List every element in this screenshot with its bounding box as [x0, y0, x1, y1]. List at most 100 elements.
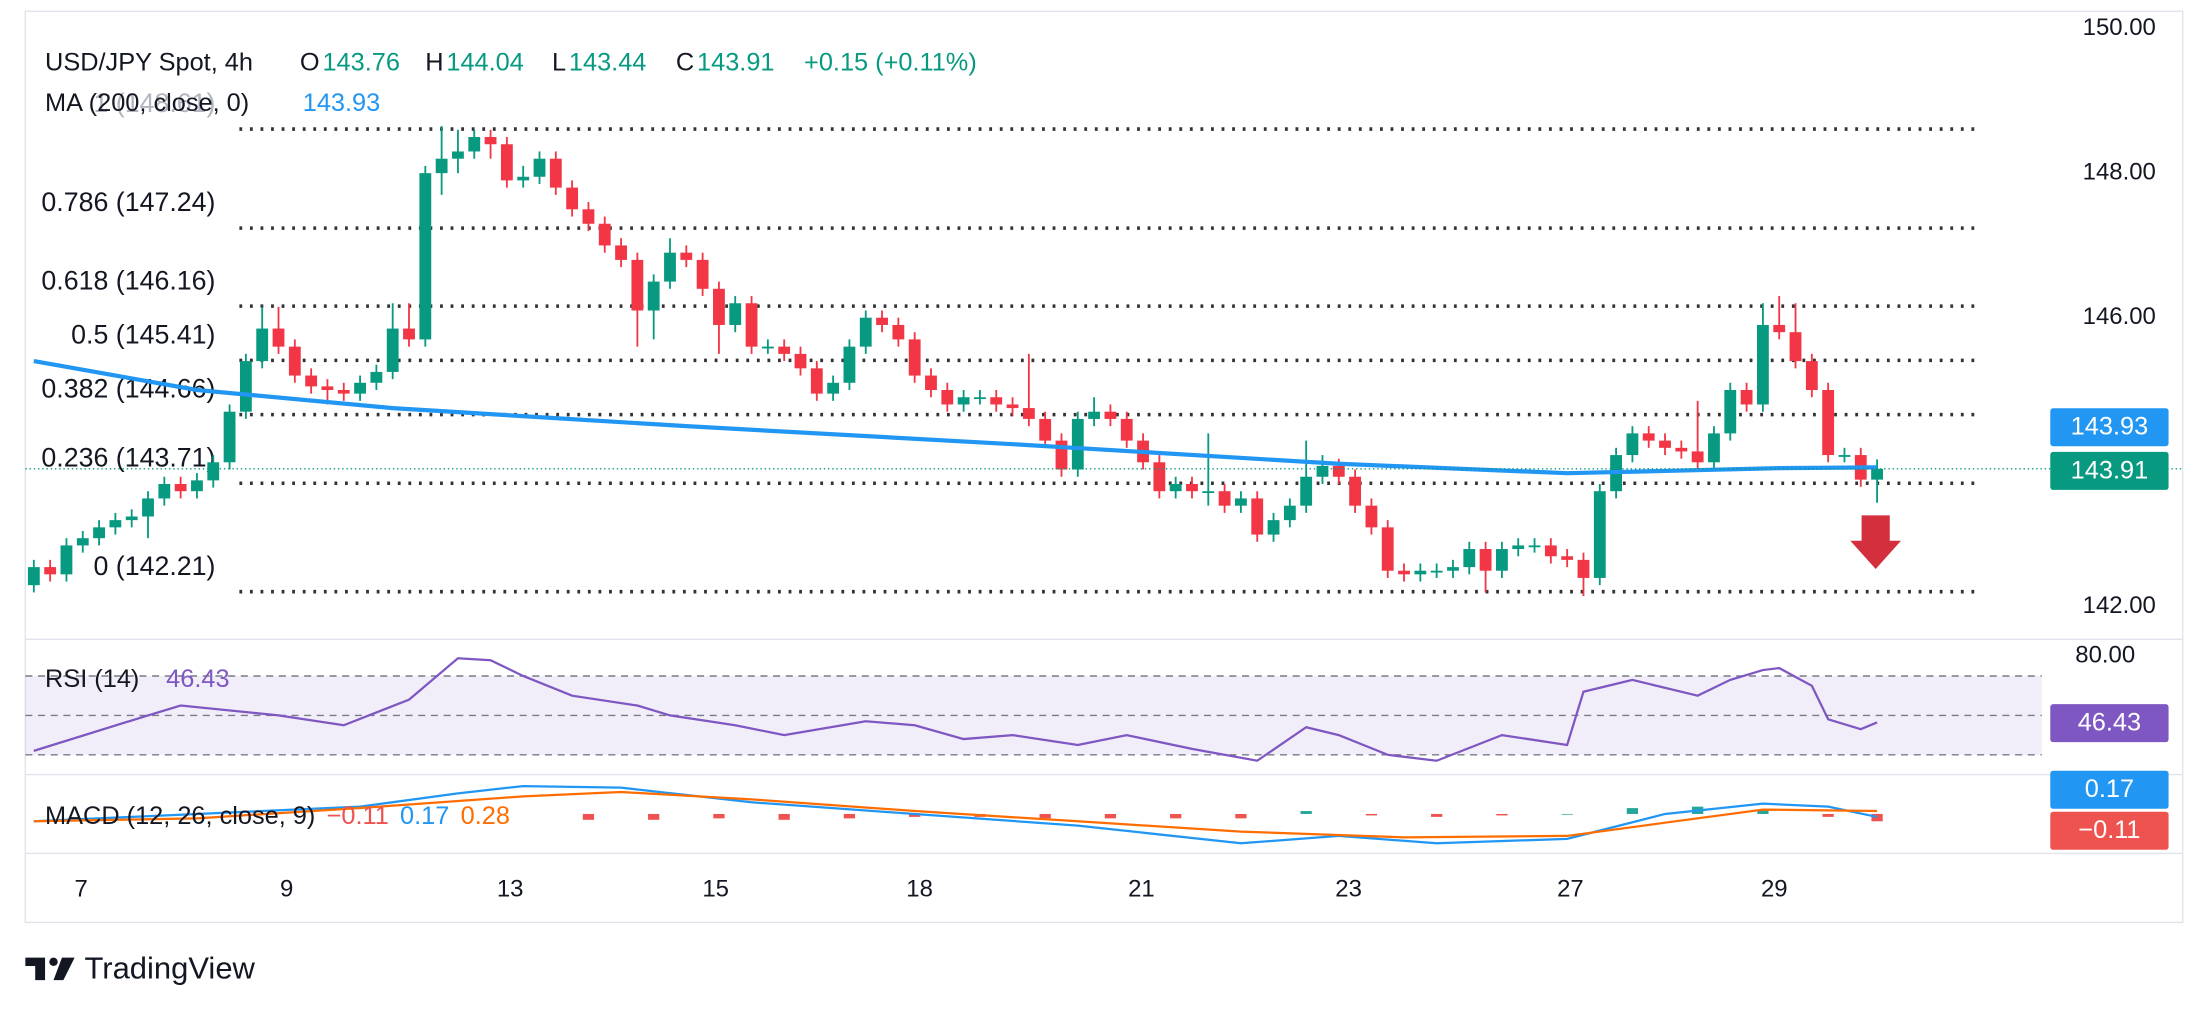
histogram-bar: [1871, 813, 1883, 822]
histogram-bar: [713, 813, 725, 819]
candle-body: [419, 173, 432, 340]
candle-body: [1202, 491, 1215, 494]
x-tick-label: 21: [1128, 875, 1155, 902]
candle-body: [1724, 390, 1737, 434]
candle-body: [598, 223, 611, 246]
candle-body: [794, 353, 807, 369]
histogram-bar: [1235, 813, 1247, 819]
candle-body: [1055, 440, 1068, 470]
candle-body: [1251, 498, 1264, 535]
candle-body: [1267, 520, 1280, 535]
candle-body: [1316, 465, 1329, 477]
histogram-bar: [1561, 813, 1573, 815]
candle-body: [664, 252, 676, 282]
fib-label: 0.786 (147.24): [41, 187, 215, 217]
candle-body: [76, 538, 89, 546]
histogram-bar: [778, 813, 790, 820]
candle-body: [1088, 411, 1101, 419]
candle-body: [239, 361, 252, 412]
ma-legend-value: 143.93: [303, 89, 380, 117]
fib-label: 0.236 (143.71): [41, 442, 215, 472]
candle-body: [631, 259, 644, 311]
ohlc-value: 143.91: [697, 48, 774, 76]
candle-body: [925, 375, 937, 391]
candle-body: [1349, 476, 1362, 506]
candle-body: [1022, 408, 1035, 419]
candle-body: [500, 144, 513, 181]
macd-line: [33, 784, 1878, 845]
histogram-bar: [1300, 811, 1312, 814]
candle-body: [1642, 433, 1655, 441]
candle-body: [713, 288, 725, 325]
x-tick-label: 18: [906, 875, 933, 902]
x-tick-label: 7: [74, 875, 87, 902]
candle-body: [1169, 483, 1182, 492]
candle-body: [827, 382, 840, 394]
candle-body: [1006, 404, 1019, 409]
candle-body: [696, 259, 709, 289]
candle-body: [1463, 549, 1476, 568]
ohlc-key: L: [552, 48, 566, 76]
candle-body: [1544, 545, 1557, 557]
macd-legend: MACD (12, 26, close, 9) −0.11 0.17 0.28: [45, 801, 510, 829]
histogram-bar: [1431, 813, 1443, 817]
x-tick-label: 23: [1335, 875, 1362, 902]
y-tick-label: 146.00: [2083, 303, 2156, 330]
brand-logo: [25, 957, 75, 981]
candle-body: [680, 252, 693, 260]
candle-body: [533, 158, 546, 177]
candle-body: [1120, 418, 1133, 441]
candle-body: [1708, 433, 1720, 463]
macd-name: MACD (12, 26, close, 9): [45, 801, 315, 829]
candle-body: [1773, 324, 1786, 333]
candle-body: [1561, 556, 1574, 560]
legend: USD/JPY Spot, 4h O 143.76 H 144.04 L 143.44 C 14…: [45, 48, 977, 76]
candle-body: [158, 483, 171, 499]
candle-body: [582, 209, 595, 224]
histogram-bar: [843, 813, 856, 819]
candle-body: [191, 480, 203, 492]
ohlc-key: C: [676, 48, 694, 76]
y-tick-label: 80.00: [2075, 642, 2135, 669]
candle-body: [321, 386, 334, 391]
candle-body: [1659, 440, 1671, 448]
ma-legend: MA (200, close, 0): [45, 89, 249, 117]
last-price: 143.91: [2071, 456, 2148, 484]
histogram-bar: [1170, 813, 1182, 819]
candle-body: [1528, 545, 1541, 548]
candle-body: [1740, 390, 1753, 405]
candle-body: [990, 397, 1003, 405]
rsi-legend-value: 46.43: [166, 665, 229, 693]
candle-body: [452, 151, 464, 159]
histogram-legend: −0.11: [327, 801, 389, 829]
candle-body: [109, 520, 122, 528]
x-tick-label: 15: [702, 875, 729, 902]
candle-body: [272, 328, 285, 347]
macd-value-box: [2050, 770, 2169, 809]
frame: [24, 10, 2184, 924]
candle-body: [1414, 570, 1427, 575]
candle-body: [1805, 361, 1818, 391]
histogram-bar: [648, 813, 660, 820]
candle-body: [1039, 418, 1052, 441]
candle-body: [647, 281, 660, 311]
fib-label: 0.618 (146.16): [41, 265, 215, 295]
candle-body: [1822, 390, 1835, 456]
candle-body: [125, 516, 138, 521]
candle-body: [1186, 483, 1198, 492]
fib-label: 0 (142.21): [93, 551, 215, 581]
candle-body: [1071, 418, 1084, 470]
histogram-bar: [1104, 813, 1117, 819]
candle-body: [435, 158, 448, 174]
candle-body: [729, 303, 742, 325]
candle-body: [1235, 498, 1247, 506]
candle-body: [517, 176, 530, 181]
fib-label: 0.5 (145.41): [71, 319, 215, 349]
candle-body: [761, 346, 774, 349]
candle-body: [60, 545, 73, 575]
candle-body: [1430, 570, 1443, 573]
brand: TradingView: [84, 950, 255, 985]
candle-body: [337, 390, 350, 394]
candle-body: [370, 371, 383, 383]
histogram-bar: [909, 813, 921, 817]
